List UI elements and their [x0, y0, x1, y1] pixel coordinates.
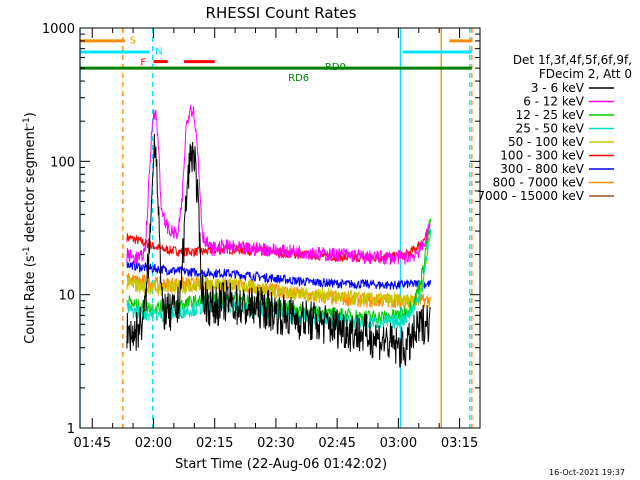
legend-label-4: 50 - 100 keV [508, 135, 585, 149]
x-axis-label: Start Time (22-Aug-06 01:42:02) [175, 457, 387, 472]
series-line-6-12kev [126, 105, 431, 266]
legend-label-1: 6 - 12 keV [523, 95, 585, 109]
data-series [126, 105, 432, 368]
legend-label-0: 3 - 6 keV [531, 81, 585, 95]
legend-header-line-2: FDecim 2, Att 0 [539, 67, 632, 81]
generation-timestamp: 16-Oct-2021 19:37 [549, 468, 625, 477]
flag-label-f: F [140, 58, 146, 69]
series-line-300-800kev [126, 260, 432, 291]
y-tick-label-1000: 1000 [42, 22, 75, 37]
y-axis-ticks: 1 10 100 1000 [42, 22, 480, 437]
x-tick-label-0230: 02:30 [257, 436, 294, 451]
series-line-3-6kev [126, 133, 432, 368]
y-axis-label: Count Rate (s-1 detector segment-1) [22, 112, 38, 344]
x-tick-label-0300: 03:00 [380, 436, 417, 451]
state-flags: S NF RD0 RD6 [80, 35, 472, 84]
y-tick-label-10: 10 [58, 289, 75, 304]
x-tick-label-0245: 02:45 [318, 436, 355, 451]
plot-frame [79, 27, 481, 429]
legend-label-2: 12 - 25 keV [516, 108, 585, 122]
legend-label-5: 100 - 300 keV [500, 149, 584, 163]
legend-label-6: 300 - 800 keV [500, 162, 584, 176]
flag-label-rd0: RD0 [325, 62, 346, 73]
series-line-50-100kev [126, 221, 431, 309]
flag-label-n: N [155, 46, 162, 57]
flag-label-s: S [130, 35, 136, 46]
chart-title: RHESSI Count Rates [206, 4, 357, 22]
flag-label-rd6: RD6 [288, 73, 309, 84]
legend: Det 1f,3f,4f,5f,6f,9f, FDecim 2, Att 0 3… [477, 53, 632, 203]
legend-label-7: 800 - 7000 keV [493, 176, 585, 190]
x-axis-ticks: 01:45 02:00 02:15 02:30 02:45 03:00 03:15 [74, 28, 481, 451]
legend-header-line-1: Det 1f,3f,4f,5f,6f,9f, [513, 53, 632, 67]
x-tick-label-0200: 02:00 [135, 436, 172, 451]
y-tick-label-100: 100 [50, 155, 75, 170]
legend-label-3: 25 - 50 keV [516, 122, 585, 136]
y-tick-label-1: 1 [67, 422, 75, 437]
x-tick-label-0215: 02:15 [196, 436, 233, 451]
legend-label-8: 7000 - 15000 keV [477, 189, 584, 203]
x-tick-label-0315: 03:15 [441, 436, 478, 451]
x-tick-label-0145: 01:45 [74, 436, 111, 451]
